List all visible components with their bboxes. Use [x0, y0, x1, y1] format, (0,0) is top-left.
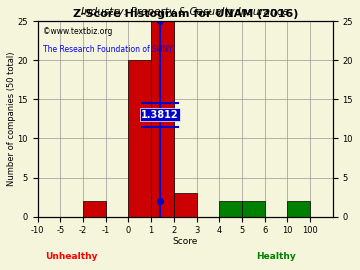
Bar — [242, 201, 265, 217]
Bar — [219, 201, 242, 217]
Text: 1.3812: 1.3812 — [141, 110, 179, 120]
X-axis label: Score: Score — [172, 237, 198, 246]
Bar — [287, 201, 310, 217]
Text: Unhealthy: Unhealthy — [45, 252, 98, 261]
Text: ©www.textbiz.org: ©www.textbiz.org — [44, 27, 113, 36]
Y-axis label: Number of companies (50 total): Number of companies (50 total) — [7, 52, 16, 186]
Bar — [174, 193, 197, 217]
Title: Z-Score Histogram for UNAM (2016): Z-Score Histogram for UNAM (2016) — [72, 9, 298, 19]
Bar — [129, 60, 151, 217]
Text: Healthy: Healthy — [256, 252, 296, 261]
Text: Industry: Property & Casualty Insurance: Industry: Property & Casualty Insurance — [81, 7, 289, 17]
Text: The Research Foundation of SUNY: The Research Foundation of SUNY — [44, 45, 173, 53]
Bar — [151, 21, 174, 217]
Bar — [83, 201, 106, 217]
